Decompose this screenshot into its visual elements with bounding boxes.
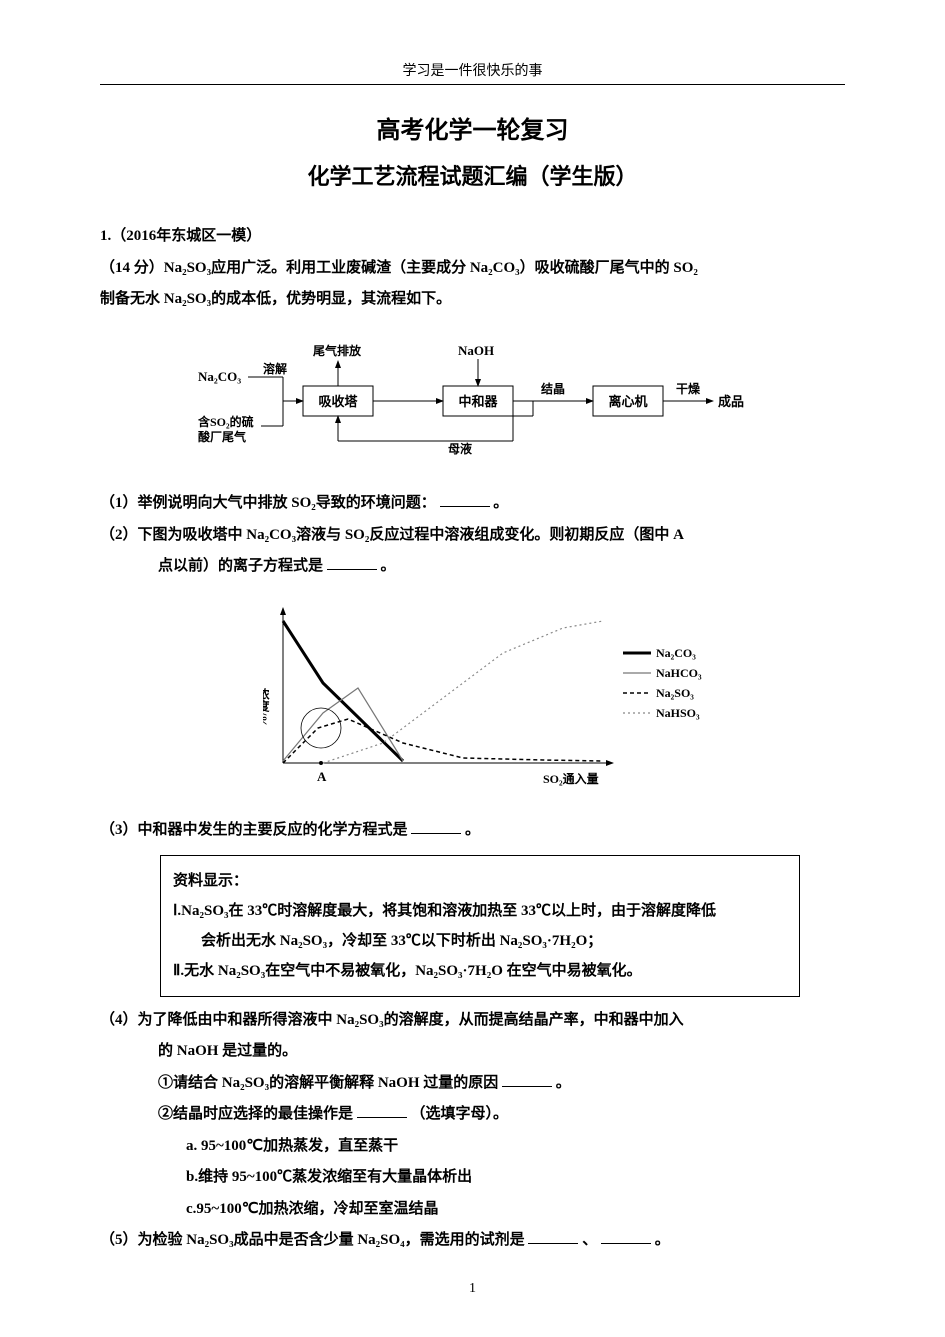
info-ii: Ⅱ.无水 Na₂SO₃在空气中不易被氧化，Na₂SO₃·7H₂O 在空气中易被氧… xyxy=(173,956,787,986)
legend-1: NaHCO₃ xyxy=(656,666,702,680)
period: 。 xyxy=(556,1075,571,1091)
flow-box2: 中和器 xyxy=(458,394,498,409)
blank xyxy=(528,1229,578,1244)
flow-box1: 吸收塔 xyxy=(318,394,358,409)
chart-pointA: A xyxy=(317,769,327,784)
title-main: 高考化学一轮复习 xyxy=(100,110,845,145)
info-box: 资料显示： Ⅰ.Na₂SO₃在 33℃时溶解度最大，将其饱和溶液加热至 33℃以… xyxy=(160,855,800,997)
flow-so2-b: 酸厂尾气 xyxy=(198,429,246,444)
chart-xlabel: SO₂通入量 xyxy=(543,771,599,786)
q1-intro-a: （14 分）Na₂SO₃应用广泛。利用工业废碱渣（主要成分 Na₂CO₃）吸收硫… xyxy=(100,253,845,285)
opt-a: a. 95~100℃加热蒸发，直至蒸干 xyxy=(100,1131,845,1163)
q1-2b: 点以前）的离子方程式是 。 xyxy=(100,551,845,583)
comma: 、 xyxy=(582,1232,597,1248)
period: 。 xyxy=(655,1232,670,1248)
q1-intro-b: 制备无水 Na₂SO₃的成本低，优势明显，其流程如下。 xyxy=(100,284,845,316)
q1-2a: （2）下图为吸收塔中 Na₂CO₃溶液与 SO₂反应过程中溶液组成变化。则初期反… xyxy=(100,520,845,552)
info-i-b: 会析出无水 Na₂SO₃，冷却至 33℃以下时析出 Na₂SO₃·7H₂O； xyxy=(173,926,787,956)
flow-dissolve: 溶解 xyxy=(263,361,287,376)
page-number: 1 xyxy=(0,1281,945,1297)
blank xyxy=(502,1072,552,1087)
flow-exhaust: 尾气排放 xyxy=(313,343,362,358)
q1-1-text: （1）举例说明向大气中排放 SO₂导致的环境问题： xyxy=(100,495,436,511)
period: 。 xyxy=(465,822,480,838)
q1-1: （1）举例说明向大气中排放 SO₂导致的环境问题： 。 xyxy=(100,488,845,520)
q1-header: 1.（2016年东城区一模） xyxy=(100,221,845,253)
blank xyxy=(440,492,490,507)
q1-4-2: ②结晶时应选择的最佳操作是 （选填字母）。 xyxy=(100,1099,845,1131)
flow-naoh: NaOH xyxy=(458,343,494,358)
q1-3: （3）中和器中发生的主要反应的化学方程式是 。 xyxy=(100,815,845,847)
header-rule xyxy=(100,84,845,85)
opt-b: b.维持 95~100℃蒸发浓缩至有大量晶体析出 xyxy=(100,1162,845,1194)
q1-3-text: （3）中和器中发生的主要反应的化学方程式是 xyxy=(100,822,408,838)
blank xyxy=(327,555,377,570)
info-head: 资料显示： xyxy=(173,866,787,896)
info-i-a: Ⅰ.Na₂SO₃在 33℃时溶解度最大，将其饱和溶液加热至 33℃以上时，由于溶… xyxy=(173,896,787,926)
flow-dry: 干燥 xyxy=(676,381,701,396)
opt-c: c.95~100℃加热浓缩，冷却至室温结晶 xyxy=(100,1194,845,1226)
title-sub: 化学工艺流程试题汇编（学生版） xyxy=(100,159,845,191)
flow-mother: 母液 xyxy=(448,441,472,456)
blank xyxy=(601,1229,651,1244)
flow-so2-a: 含SO₂的硫 xyxy=(198,414,254,429)
q1-4b: 的 NaOH 是过量的。 xyxy=(100,1036,845,1068)
flow-diagram: 吸收塔 中和器 离心机 Na₂CO₃ 含SO₂的硫 酸厂尾气 溶解 尾气排放 xyxy=(193,331,753,474)
q1-4a: （4）为了降低由中和器所得溶液中 Na₂SO₃的溶解度，从而提高结晶产率，中和器… xyxy=(100,1005,845,1037)
concentration-chart: 浓度/% SO₂通入量 A Na₂CO₃ NaHCO₃ Na₂SO₃ xyxy=(263,593,683,806)
blank xyxy=(357,1103,407,1118)
legend-3: NaHSO₃ xyxy=(656,706,700,720)
q1-4-2-tail: （选填字母）。 xyxy=(411,1106,509,1122)
q1-4-1: ①请结合 Na₂SO₃的溶解平衡解释 NaOH 过量的原因 。 xyxy=(100,1068,845,1100)
legend-0: Na₂CO₃ xyxy=(656,646,696,660)
q1-4-2-text: ②结晶时应选择的最佳操作是 xyxy=(158,1106,353,1122)
flow-product: 成品 xyxy=(718,394,744,409)
period: 。 xyxy=(493,495,508,511)
q1-2b-text: 点以前）的离子方程式是 xyxy=(158,558,323,574)
blank xyxy=(411,819,461,834)
q1-5: （5）为检验 Na₂SO₃成品中是否含少量 Na₂SO₄，需选用的试剂是 、 。 xyxy=(100,1225,845,1257)
q1-4-1-text: ①请结合 Na₂SO₃的溶解平衡解释 NaOH 过量的原因 xyxy=(158,1075,498,1091)
flow-box3: 离心机 xyxy=(608,394,647,409)
q1-5-text: （5）为检验 Na₂SO₃成品中是否含少量 Na₂SO₄，需选用的试剂是 xyxy=(100,1232,525,1248)
flow-crystal: 结晶 xyxy=(541,381,565,396)
header-note: 学习是一件很快乐的事 xyxy=(100,60,845,80)
chart-ylabel-text: 浓度/% xyxy=(263,686,270,727)
legend-2: Na₂SO₃ xyxy=(656,686,694,700)
period: 。 xyxy=(381,558,396,574)
flow-na2co3: Na₂CO₃ xyxy=(198,369,241,384)
